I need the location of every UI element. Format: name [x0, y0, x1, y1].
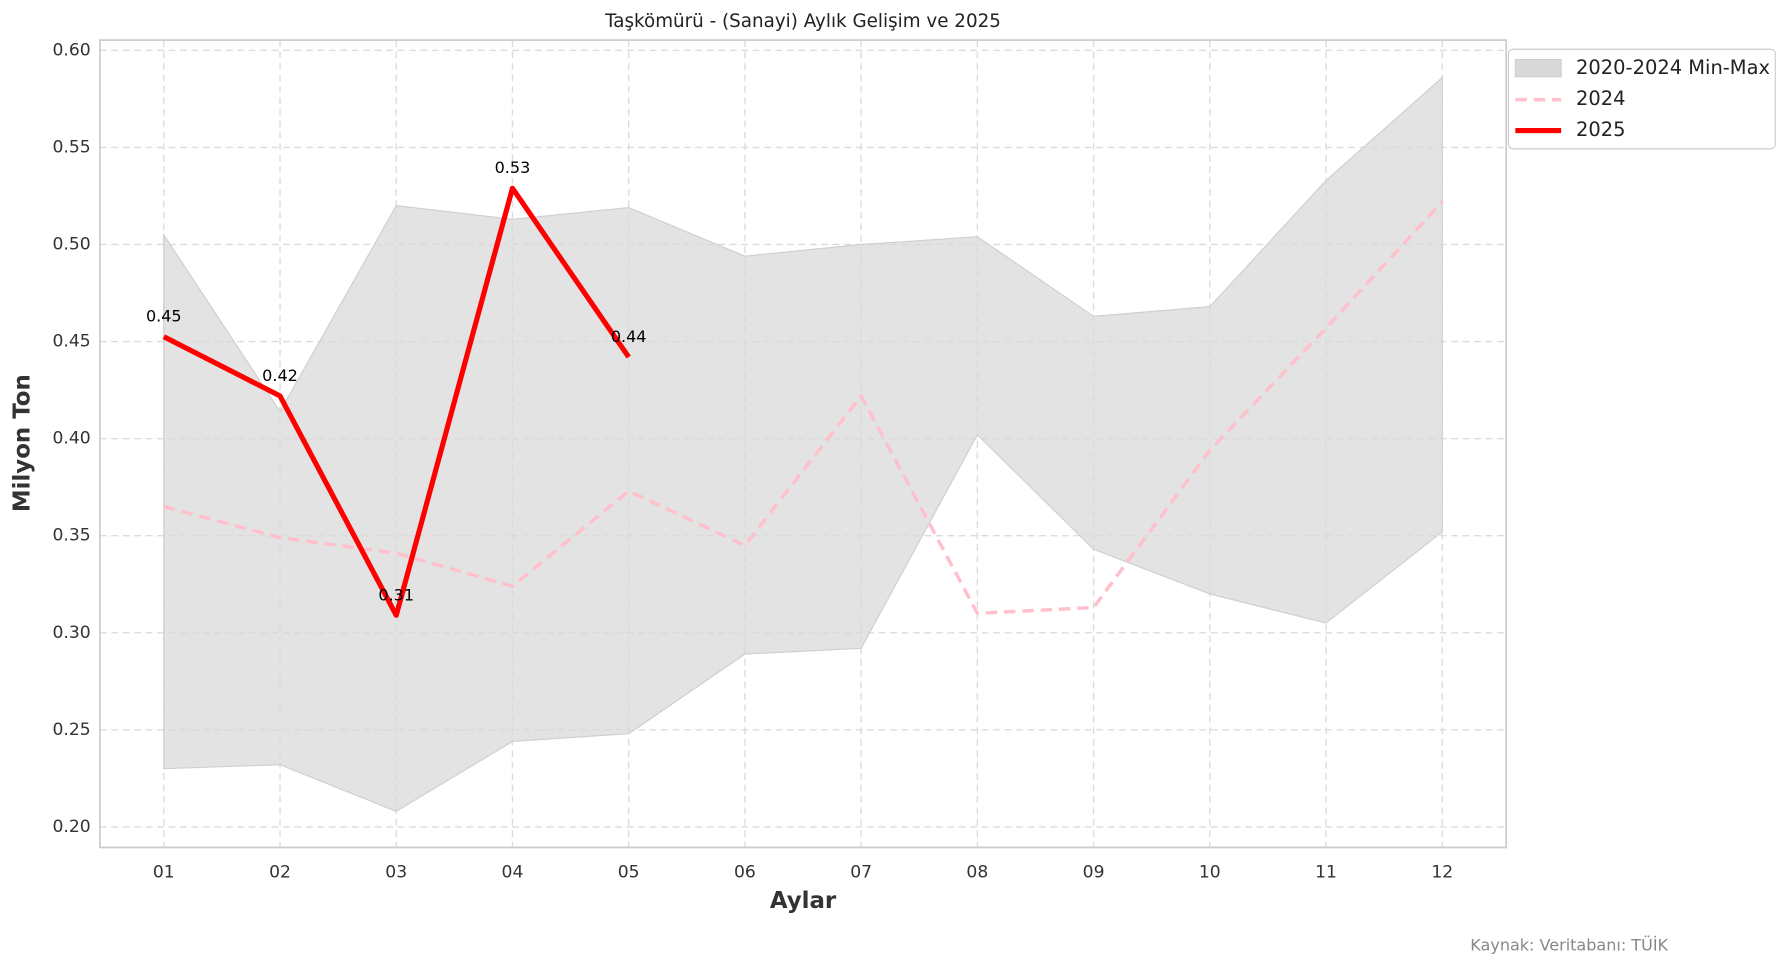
min-max-band — [163, 76, 1443, 812]
legend: 2020-2024 Min-Max 2024 2025 — [1507, 48, 1776, 150]
y-tick-label: 0.35 — [52, 526, 90, 546]
x-tick-label: 08 — [966, 863, 988, 883]
x-tick-label: 12 — [1431, 863, 1453, 883]
x-tick-label: 02 — [269, 863, 291, 883]
data-label: 0.44 — [611, 327, 647, 346]
legend-label: 2020-2024 Min-Max — [1576, 56, 1770, 79]
y-tick-label: 0.20 — [52, 817, 90, 837]
legend-label: 2024 — [1576, 87, 1626, 110]
x-tick-label: 01 — [153, 863, 175, 883]
y-tick-label: 0.30 — [52, 623, 90, 643]
y-tick-label: 0.55 — [52, 137, 90, 157]
data-label: 0.53 — [495, 158, 531, 177]
x-tick-label: 06 — [734, 863, 756, 883]
data-label: 0.31 — [378, 585, 414, 604]
x-tick-label: 07 — [850, 863, 872, 883]
data-label: 0.42 — [262, 366, 298, 385]
legend-label: 2025 — [1576, 118, 1626, 141]
x-tick-label: 11 — [1315, 863, 1337, 883]
chart-title: Taşkömürü - (Sanayi) Aylık Gelişim ve 20… — [604, 11, 1001, 32]
y-tick-label: 0.45 — [52, 332, 90, 352]
legend-frame — [1507, 48, 1776, 150]
line-2025 — [162, 185, 631, 618]
plot-frame — [99, 39, 1508, 849]
line-2024 — [163, 200, 1444, 616]
y-tick-label: 0.50 — [52, 234, 90, 254]
x-tick-label: 04 — [502, 863, 524, 883]
x-tick-label: 09 — [1083, 863, 1105, 883]
data-label: 0.45 — [146, 307, 182, 326]
x-tick-label: 03 — [385, 863, 407, 883]
source-note: Kaynak: Veritabanı: TÜİK — [1470, 935, 1668, 954]
y-tick-label: 0.40 — [52, 429, 90, 449]
y-axis-label: Milyon Ton — [10, 374, 36, 512]
legend-swatch — [1514, 58, 1562, 78]
y-tick-label: 0.25 — [52, 720, 90, 740]
y-tick-label: 0.60 — [52, 40, 90, 60]
x-tick-label: 10 — [1199, 863, 1221, 883]
x-axis-label: Aylar — [770, 888, 837, 914]
x-tick-label: 05 — [618, 863, 640, 883]
